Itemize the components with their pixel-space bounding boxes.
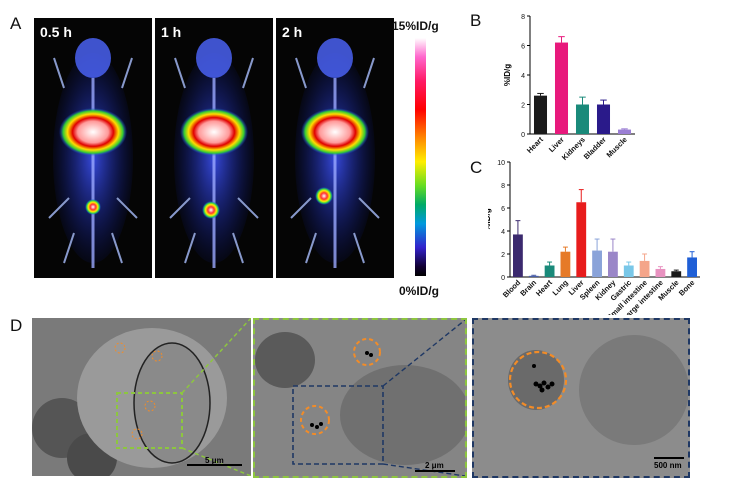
pet-time-label: 1 h (161, 24, 182, 40)
bar (533, 95, 548, 134)
colorbar (415, 38, 426, 276)
y-axis-label: %ID/g (488, 208, 492, 230)
bar (592, 250, 602, 277)
y-tick-label: 2 (501, 252, 505, 259)
tem-image-high-mag: 500 nm (472, 318, 690, 478)
y-tick-label: 8 (521, 14, 525, 21)
x-tick-label: Heart (525, 135, 545, 155)
panel-label-b: B (470, 11, 482, 30)
pet-time-label: 2 h (282, 24, 303, 40)
bar (575, 104, 590, 134)
bar (560, 251, 571, 277)
colorbar-min-label: 0%ID/g (399, 284, 440, 298)
pet-image-2: 1 h (155, 18, 273, 278)
scale-bar-label: 5 μm (205, 456, 224, 465)
y-tick-label: 2 (521, 103, 525, 110)
y-tick-label: 4 (521, 73, 525, 80)
bar (671, 271, 682, 277)
bar (655, 268, 666, 277)
colorbar-max-label: 15%ID/g (392, 19, 439, 33)
tem-image-mid-mag: 2 μm (253, 318, 467, 478)
bar (608, 251, 618, 277)
mouse-pet-render (169, 38, 259, 268)
bar (623, 265, 634, 277)
bar (687, 257, 697, 277)
pet-image-1: 0.5 h (34, 18, 152, 278)
y-tick-label: 10 (497, 160, 505, 167)
x-tick-label: Bone (677, 278, 697, 298)
chart-c-biodistribution: 0246810%ID/gBloodBrainHeartLungLiverSple… (488, 160, 700, 315)
bar (554, 42, 569, 134)
y-axis-label: %ID/g (503, 64, 512, 86)
tem-cell-render (474, 320, 688, 476)
y-tick-label: 0 (521, 132, 525, 139)
bar (544, 265, 555, 277)
mouse-pet-render (290, 38, 380, 268)
panel-label-c: C (470, 158, 483, 177)
y-tick-label: 6 (501, 206, 505, 213)
pet-time-label: 0.5 h (40, 24, 72, 40)
scale-bar-label: 500 nm (654, 461, 682, 470)
panel-label-a: A (10, 14, 22, 33)
y-tick-label: 8 (501, 183, 505, 190)
pet-image-3: 2 h (276, 18, 394, 278)
bar (639, 260, 650, 277)
mouse-pet-render (48, 38, 138, 268)
bar (528, 275, 539, 277)
bar (576, 202, 587, 277)
tem-cell-render (255, 320, 465, 476)
bar (596, 104, 611, 134)
tem-image-low-mag: 5 μm (32, 318, 251, 476)
x-tick-label: Heart (534, 278, 554, 298)
y-tick-label: 4 (501, 229, 505, 236)
bar (617, 129, 632, 134)
panel-label-d: D (10, 316, 23, 335)
scale-bar-label: 2 μm (425, 461, 444, 470)
x-tick-label: Lung (551, 278, 571, 298)
bar (513, 234, 523, 277)
y-tick-label: 0 (501, 275, 505, 282)
y-tick-label: 6 (521, 44, 525, 51)
x-tick-label: Brain (518, 278, 538, 298)
tem-cell-render (32, 318, 251, 476)
